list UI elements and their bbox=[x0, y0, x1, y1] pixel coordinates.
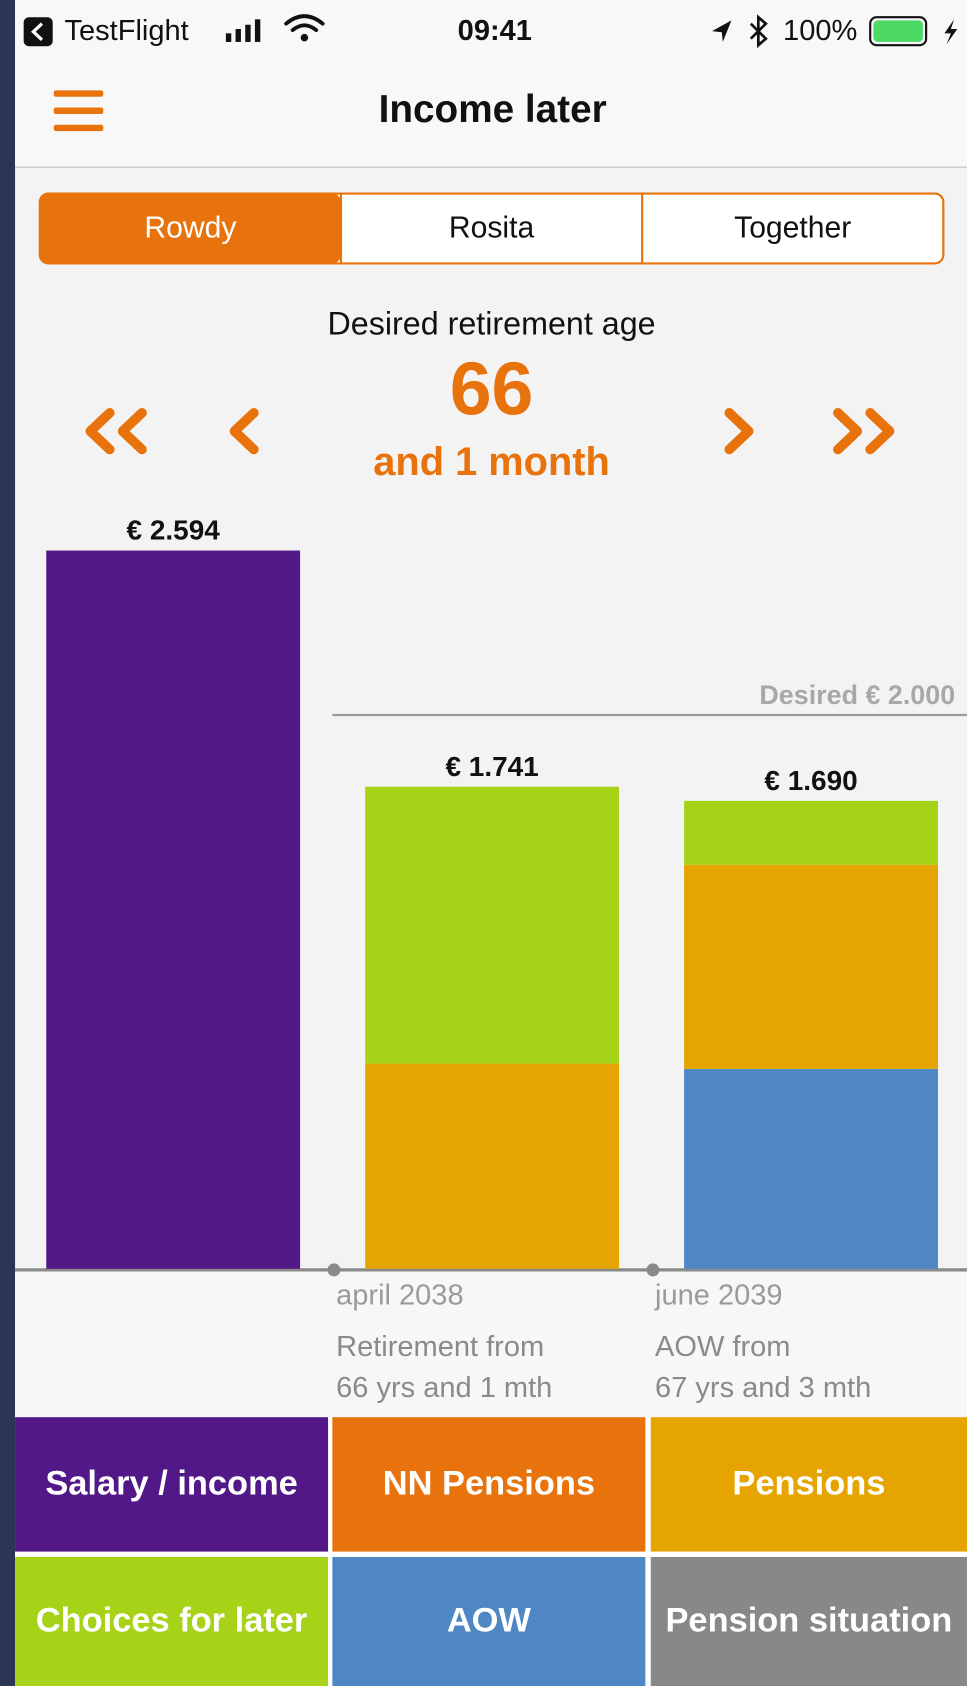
battery-label: 100% bbox=[783, 15, 857, 47]
location-icon bbox=[712, 20, 732, 42]
back-app-label[interactable]: TestFlight bbox=[65, 15, 189, 47]
retirement-label: Desired retirement age bbox=[328, 305, 656, 341]
retirement-age: 66 bbox=[450, 347, 534, 431]
menu-tile[interactable]: Salary / income bbox=[15, 1417, 329, 1552]
clock: 09:41 bbox=[458, 15, 532, 47]
charging-icon bbox=[944, 19, 958, 45]
back-fast-button[interactable] bbox=[85, 408, 147, 455]
menu-tile[interactable]: NN Pensions bbox=[332, 1417, 646, 1552]
tile-background bbox=[15, 1556, 329, 1686]
signal-icon bbox=[225, 19, 261, 42]
bar-total-label: € 1.690 bbox=[764, 765, 857, 796]
menu-bar bbox=[53, 90, 104, 97]
desired-label: Desired € 2.000 bbox=[759, 680, 955, 710]
tile-label: NN Pensions bbox=[383, 1465, 595, 1503]
menu-tile[interactable]: Pensions bbox=[650, 1417, 967, 1552]
tile-background bbox=[332, 1417, 646, 1552]
bar-segment bbox=[684, 1068, 938, 1269]
bar-segment bbox=[684, 800, 938, 865]
tab-label[interactable]: Together bbox=[734, 212, 851, 245]
bar-date: june 2039 bbox=[654, 1279, 782, 1311]
timeline-dot bbox=[646, 1263, 660, 1277]
timeline-dot bbox=[327, 1263, 341, 1277]
menu-tile[interactable]: Choices for later bbox=[15, 1556, 329, 1686]
bluetooth-icon bbox=[749, 14, 768, 49]
tile-background bbox=[15, 1417, 329, 1552]
menu-bar bbox=[53, 124, 104, 132]
menu-tile[interactable]: Pension situation bbox=[650, 1556, 967, 1686]
backdrop-strip bbox=[0, 0, 16, 1686]
bar-segment bbox=[684, 864, 938, 1069]
page-title: Income later bbox=[379, 88, 607, 131]
tile-background bbox=[650, 1556, 967, 1686]
bar-note: 66 yrs and 1 mth bbox=[336, 1372, 552, 1404]
bar-date: april 2038 bbox=[336, 1279, 463, 1311]
retirement-months: and 1 month bbox=[373, 440, 610, 484]
tab-selected[interactable] bbox=[39, 193, 341, 264]
battery-level bbox=[873, 20, 923, 42]
tile-label: Choices for later bbox=[36, 1602, 308, 1640]
tile-label: Salary / income bbox=[45, 1465, 297, 1503]
bar-total-label: € 2.594 bbox=[127, 515, 221, 546]
wifi-dot bbox=[300, 33, 309, 42]
tile-label: Pension situation bbox=[665, 1602, 952, 1640]
menu-button[interactable] bbox=[53, 90, 104, 132]
wifi-icon bbox=[284, 14, 325, 32]
tile-background bbox=[332, 1556, 646, 1686]
bar-total-label: € 1.741 bbox=[445, 751, 538, 782]
tile-background bbox=[650, 1417, 967, 1552]
menu-tile[interactable]: AOW bbox=[332, 1556, 646, 1686]
bar-segment bbox=[365, 1063, 620, 1269]
forward-button[interactable] bbox=[724, 408, 754, 455]
menu-bar bbox=[53, 107, 104, 114]
tile-label: AOW bbox=[447, 1602, 532, 1640]
battery-frame bbox=[869, 16, 928, 47]
bar-segment bbox=[365, 786, 620, 1064]
bar-segment bbox=[46, 550, 301, 1269]
bar-note: AOW from bbox=[655, 1331, 790, 1363]
back-app-icon[interactable] bbox=[23, 17, 53, 47]
back-chevron bbox=[30, 22, 44, 41]
nav-bar bbox=[15, 0, 967, 167]
forward-fast-button[interactable] bbox=[833, 408, 895, 455]
tab-label[interactable]: Rosita bbox=[449, 212, 535, 245]
bar-note: 67 yrs and 3 mth bbox=[655, 1372, 871, 1404]
back-button[interactable] bbox=[229, 408, 259, 455]
bar-note: Retirement from bbox=[336, 1331, 544, 1363]
tab-label[interactable]: Rowdy bbox=[144, 212, 236, 245]
labels-area bbox=[15, 1270, 967, 1418]
tile-label: Pensions bbox=[732, 1465, 885, 1503]
